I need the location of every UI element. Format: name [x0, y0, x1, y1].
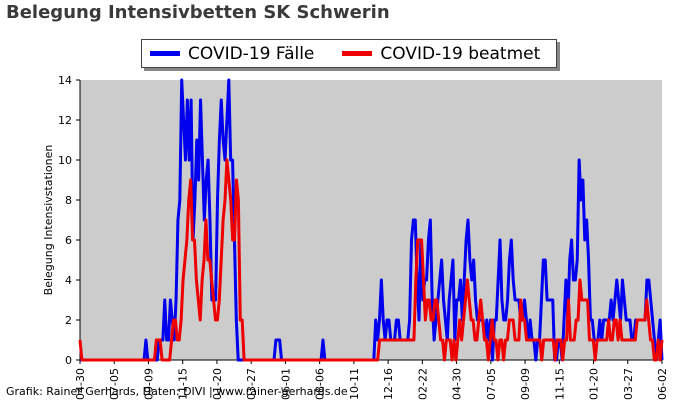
legend-swatch-beatmet: [342, 51, 373, 56]
legend-label-faelle: COVID-19 Fälle: [188, 43, 315, 64]
x-tick-label: 04-30: [74, 368, 87, 400]
y-tick-label: 6: [65, 234, 72, 247]
x-tick-label: 06-01: [279, 368, 292, 400]
x-tick-label: 09-09: [142, 368, 155, 400]
x-tick-label: 09-09: [519, 368, 532, 400]
y-tick-label: 8: [65, 194, 72, 207]
legend-swatch-faelle: [150, 51, 180, 56]
y-tick-label: 2: [65, 314, 72, 327]
legend-item-faelle: COVID-19 Fälle: [142, 44, 314, 64]
legend-item-beatmet: COVID-19 beatmet: [334, 44, 540, 64]
credit-text: Grafik: Rainer Gerhards, Daten: DIVI | w…: [6, 385, 348, 398]
series-line-beatmet: [78, 158, 664, 362]
x-tick-label: 11-15: [177, 368, 190, 400]
x-tick-label: 03-27: [245, 368, 258, 400]
y-tick-label: 4: [65, 274, 72, 287]
y-tick-label: 0: [65, 354, 72, 367]
x-tick-label: 11-15: [553, 368, 566, 400]
x-tick-label: 04-30: [451, 368, 464, 400]
plot-area: [80, 80, 662, 360]
x-tick-label: 02-22: [416, 368, 429, 400]
x-tick-label: 10-11: [348, 368, 361, 400]
x-tick-label: 07-05: [108, 368, 121, 400]
legend: COVID-19 Fälle COVID-19 beatmet: [141, 39, 557, 68]
x-tick-label: 06-02: [656, 368, 669, 400]
y-tick-label: 14: [58, 74, 72, 87]
x-tick-label: 03-27: [622, 368, 635, 400]
x-tick-label: 12-16: [382, 368, 395, 400]
x-tick-label: 01-20: [211, 368, 224, 400]
x-tick-label: 07-05: [485, 368, 498, 400]
x-tick-label: 01-20: [588, 368, 601, 400]
y-axis-label: Belegung Intensivstationen: [42, 145, 55, 296]
legend-label-beatmet: COVID-19 beatmet: [380, 43, 541, 64]
chart-title: Belegung Intensivbetten SK Schwerin: [6, 2, 390, 23]
y-tick-label: 12: [58, 114, 72, 127]
y-tick-label: 10: [58, 154, 72, 167]
x-tick-label: 08-06: [314, 368, 327, 400]
